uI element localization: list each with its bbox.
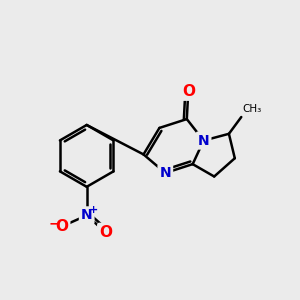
- Text: O: O: [99, 225, 112, 240]
- Text: CH₃: CH₃: [243, 104, 262, 114]
- Text: N: N: [198, 134, 209, 148]
- Text: O: O: [182, 84, 195, 99]
- Text: O: O: [55, 219, 68, 234]
- Text: +: +: [88, 205, 98, 215]
- Text: −: −: [49, 217, 60, 231]
- Text: N: N: [160, 166, 171, 180]
- Text: N: N: [81, 208, 92, 222]
